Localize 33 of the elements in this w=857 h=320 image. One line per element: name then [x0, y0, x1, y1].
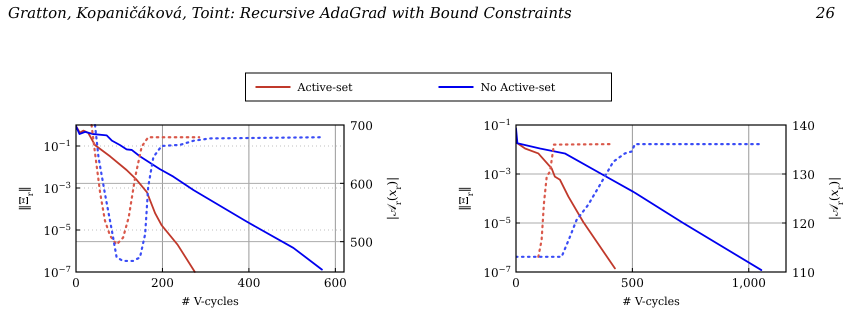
x-tick-label: 500: [620, 276, 644, 290]
y-tick-label: 10$^{−7}$: [43, 264, 71, 280]
y2-tick-label: 140: [792, 119, 815, 133]
y2-tick-label: 500: [350, 236, 373, 250]
y-tick-label: 10$^{−5}$: [43, 222, 71, 238]
y2-tick-label: 600: [350, 177, 373, 192]
line-series: [76, 125, 196, 273]
x-tick-label: 200: [151, 276, 174, 290]
y2-tick-label: 110: [792, 266, 815, 280]
x-axis-title: # V-cycles: [622, 295, 680, 308]
y2-tick-label: 130: [792, 168, 815, 182]
y-tick-label: 10$^{−5}$: [483, 215, 511, 231]
y-tick-label: 10$^{−3}$: [43, 180, 71, 196]
y-tick-label: 10$^{−3}$: [483, 166, 511, 182]
line-series: [90, 124, 200, 246]
text: Gratton, Kopaničáková, Toint: Recursive AdaGrad with Bound Constraints: [8, 4, 572, 22]
y-tick-label: 10$^{−1}$: [43, 138, 71, 154]
x-tick-label: 600: [324, 276, 347, 290]
x-tick-label: 0: [512, 276, 520, 290]
x-axis-title: # V-cycles: [181, 295, 240, 308]
y2-tick-label: 700: [350, 119, 373, 133]
line-series: [516, 127, 762, 271]
y2-tick-label: 120: [792, 217, 815, 231]
x-tick-label: 400: [237, 276, 260, 290]
y-tick-label: 10$^{−7}$: [483, 264, 511, 280]
x-tick-label: 1,000: [732, 276, 766, 290]
legend-label: No Active-set: [480, 81, 556, 94]
line-series: [516, 142, 616, 270]
y-tick-label: 10$^{−1}$: [483, 117, 511, 133]
text: 26: [814, 4, 836, 22]
line-series: [516, 143, 762, 258]
x-tick-label: 0: [72, 276, 80, 290]
legend-label: Active-set: [296, 81, 354, 94]
